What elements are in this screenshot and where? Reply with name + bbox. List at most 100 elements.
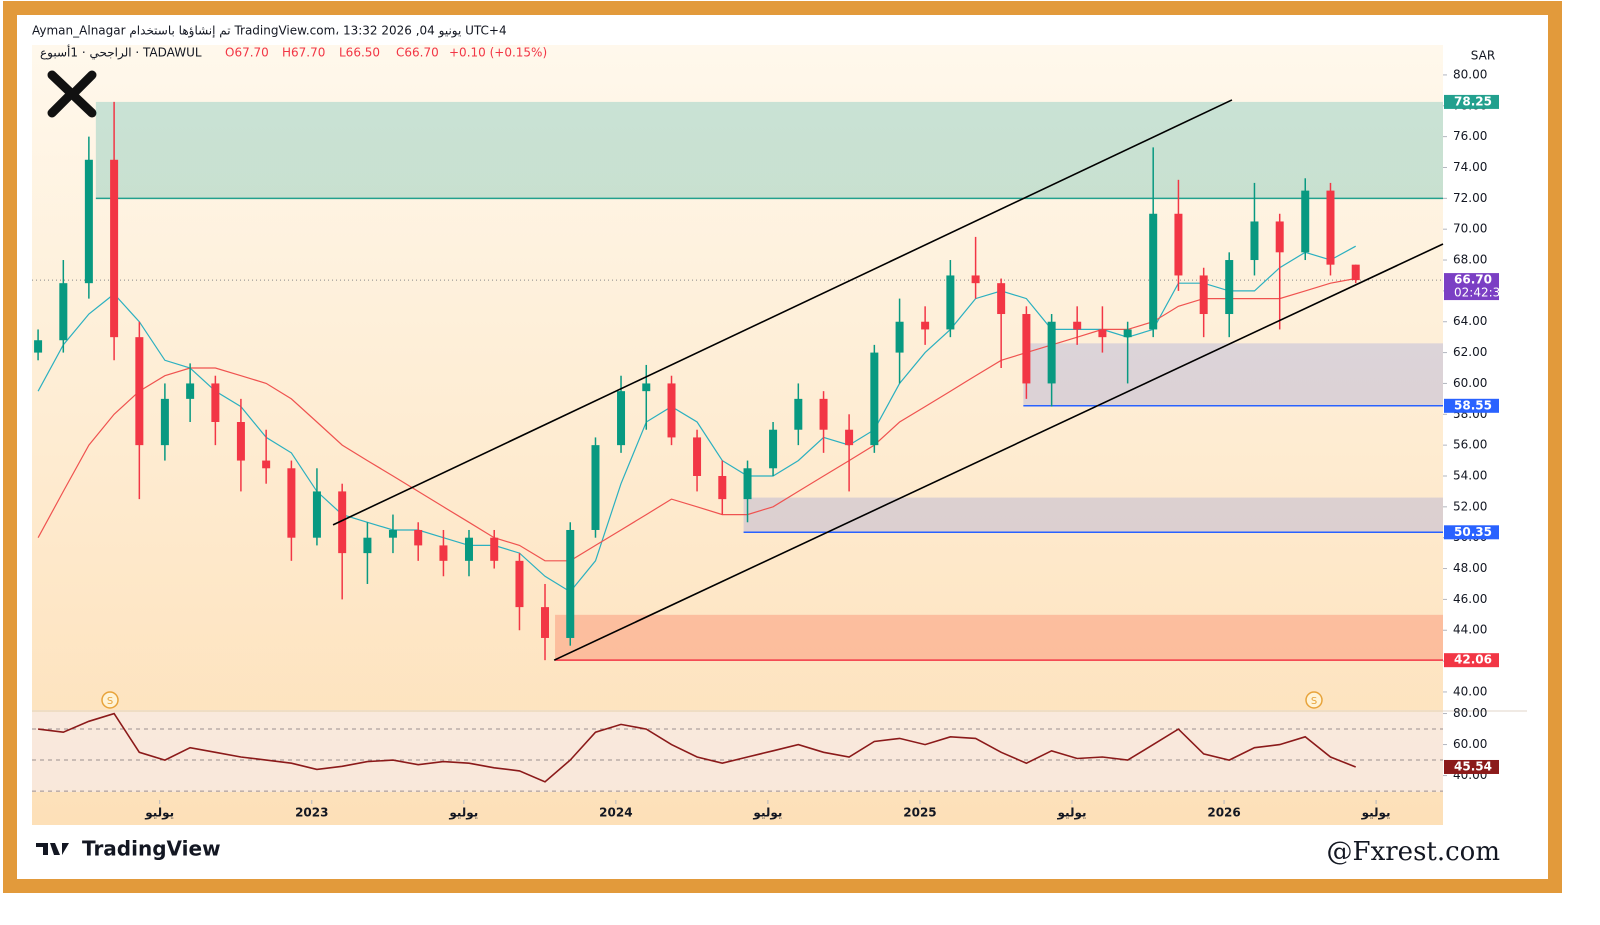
price-axis-background (1443, 45, 1527, 825)
candle-body (160, 398, 169, 446)
candle-body (1073, 321, 1082, 330)
candle-body (1225, 260, 1234, 315)
candle-body (743, 468, 752, 500)
zone (555, 614, 1443, 661)
candle-body (1047, 321, 1056, 384)
y-tick-label: 54.00 (1453, 468, 1487, 482)
candle-body (921, 321, 930, 330)
x-tick-label: 2025 (903, 806, 936, 820)
x-tick-label: 2026 (1207, 806, 1240, 820)
candle-body (1275, 221, 1284, 253)
candle-body (1149, 213, 1158, 330)
ohlc-value: C66.70 (396, 46, 439, 60)
price-tag-label: 42.06 (1454, 653, 1492, 667)
y-tick-label: 40.00 (1453, 684, 1487, 698)
brand-logo (36, 843, 69, 855)
candle-body (997, 283, 1006, 315)
candle-body (1326, 190, 1335, 265)
candle-body (591, 445, 600, 530)
candle-body (287, 468, 296, 538)
y-tick-label: 44.00 (1453, 623, 1487, 637)
candle-body (870, 352, 879, 446)
y-tick-label: 56.00 (1453, 438, 1487, 452)
zone (95, 101, 1444, 199)
y-tick-label: 48.00 (1453, 561, 1487, 575)
x-tick-label: يوليو (448, 806, 478, 821)
moving-average (37, 245, 1356, 593)
session-marker-label: S (107, 696, 113, 707)
change: +0.10 (+0.15%) (449, 46, 547, 60)
candle-body (388, 529, 397, 538)
x-tick-label: 2024 (599, 806, 632, 820)
rsi-tag-label: 45.54 (1454, 759, 1492, 773)
candle-body (794, 398, 803, 430)
x-tick-label: يوليو (1057, 806, 1087, 821)
candle-body (110, 159, 119, 338)
zone (1023, 343, 1443, 406)
price-tag (1444, 94, 1499, 109)
logo (47, 70, 97, 118)
candle-body (84, 159, 93, 284)
candle-body (895, 321, 904, 353)
price-tag-label: 58.55 (1454, 398, 1492, 412)
candle-body (211, 383, 220, 423)
y-tick-label: 68.00 (1453, 253, 1487, 267)
candle-body (414, 529, 423, 546)
x-tick-label: يوليو (1361, 806, 1391, 821)
ohlc-value: O67.70 (225, 46, 269, 60)
candle-body (566, 529, 575, 638)
candle-body (541, 607, 550, 638)
candle-body (1301, 190, 1310, 253)
session-marker-label: S (1311, 696, 1317, 707)
candle-body (1199, 275, 1208, 315)
candle-body (946, 275, 955, 330)
price-tag (1444, 653, 1499, 668)
countdown: 02:42:34 (1454, 286, 1508, 300)
candle-body (769, 429, 778, 469)
moving-average (37, 277, 1356, 562)
zone (743, 497, 1443, 533)
session-marker (1305, 691, 1323, 709)
candle-body (135, 337, 144, 446)
candle-body (819, 398, 828, 430)
price-tag-label: 50.35 (1454, 525, 1492, 539)
last-price-label: 66.70 (1454, 273, 1492, 287)
candle-body (464, 537, 473, 561)
candle-body (718, 475, 727, 500)
x-tick-label: 2023 (295, 806, 328, 820)
y-tick-label: 80.00 (1453, 67, 1487, 81)
candle-body (667, 383, 676, 438)
y-tick-label: 74.00 (1453, 160, 1487, 174)
candle-body (1250, 221, 1259, 261)
session-marker (101, 691, 119, 709)
price-tag (1444, 273, 1499, 301)
candle-body (1351, 264, 1360, 281)
symbol: الراجحي · 1أسبوع · TADAWUL (40, 45, 202, 61)
y-tick-label: 70.00 (1453, 222, 1487, 236)
rsi-tag (1444, 759, 1499, 774)
rsi-tick-label: 60.00 (1453, 737, 1487, 751)
watermark: @Fxrest.com (1327, 837, 1500, 867)
candle-body (312, 491, 321, 538)
currency: SAR (1471, 49, 1495, 63)
candle-body (845, 429, 854, 446)
rsi-line (38, 712, 1356, 783)
brand: TradingView (82, 837, 221, 861)
candle-body (338, 491, 347, 554)
rsi-tick-label: 80.00 (1453, 706, 1487, 720)
candle-body (59, 283, 68, 341)
price-tag-label: 78.25 (1454, 94, 1492, 108)
y-tick-label: 64.00 (1453, 314, 1487, 328)
y-tick-label: 46.00 (1453, 592, 1487, 606)
candle-body (439, 545, 448, 561)
candle-body (186, 383, 195, 399)
candle-body (1123, 329, 1132, 338)
trendline (553, 243, 1444, 661)
ohlc-value: L66.50 (339, 46, 380, 60)
candle-body (1098, 329, 1107, 338)
y-tick-label: 62.00 (1453, 345, 1487, 359)
candle-body (236, 422, 245, 461)
header: Ayman_Alnagar تم إنشاؤها باستخدام Tradin… (32, 24, 507, 39)
rsi-pane (32, 712, 1443, 792)
